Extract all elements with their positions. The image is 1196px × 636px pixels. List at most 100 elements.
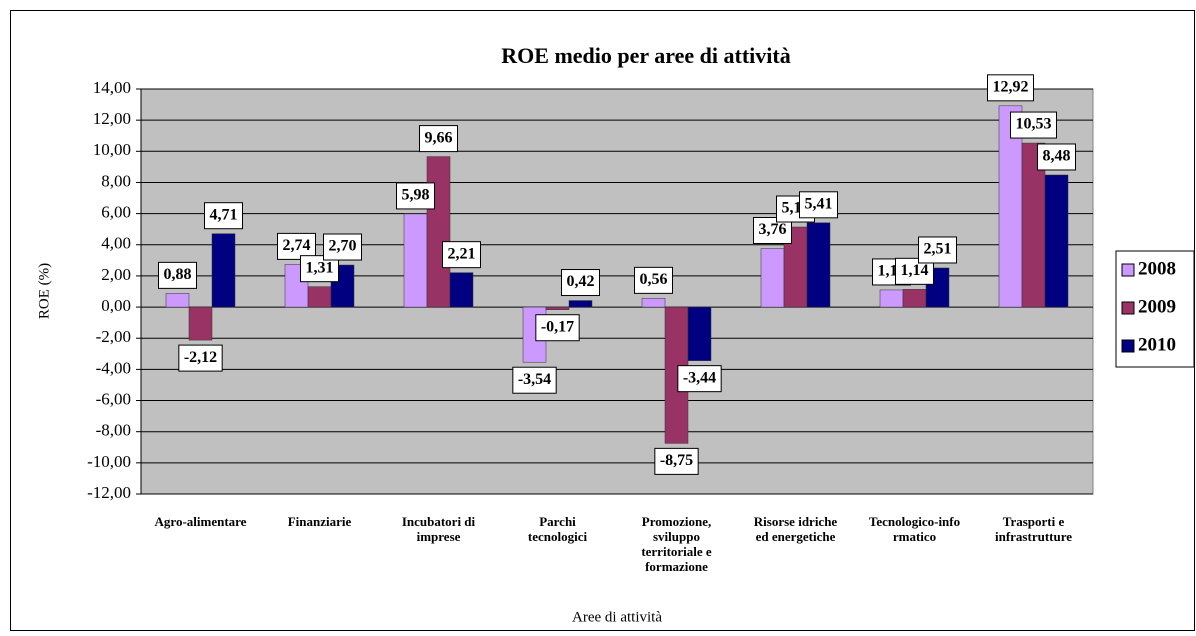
data-label-box [158, 261, 197, 289]
data-label-text: -3,44 [683, 369, 716, 386]
data-label: 4,71 [204, 202, 243, 230]
data-label-text: -2,12 [184, 349, 217, 366]
y-tick-label: 2,00 [101, 265, 131, 284]
bar [902, 289, 927, 308]
data-label: 1,31 [300, 255, 339, 283]
legend-swatch [1121, 339, 1135, 353]
x-tick-label: Tecnologico-info rmatico [869, 514, 960, 544]
data-label-text: 2,21 [448, 245, 476, 262]
y-tick-label: 10,00 [93, 140, 131, 159]
data-label-text: 0,42 [567, 273, 595, 290]
data-label-box [396, 182, 435, 210]
data-label-text: 8,48 [1043, 148, 1071, 165]
data-label-box [442, 241, 481, 269]
data-label: -0,17 [535, 314, 580, 342]
data-label-box [654, 447, 699, 475]
y-tick-label: -12,00 [87, 483, 131, 502]
x-tick-label: Incubatori di imprese [402, 514, 476, 544]
data-label-box [277, 232, 316, 260]
legend-swatch [1121, 301, 1135, 315]
x-tick-label: Parchi tecnologici [528, 514, 588, 544]
bar [568, 300, 593, 308]
data-label-text: 3,76 [759, 221, 787, 238]
data-label-box [512, 366, 557, 394]
y-tick-label: 0,00 [101, 296, 131, 315]
legend-label: 2008 [1138, 258, 1176, 279]
x-tick-label: Risorse idriche ed energetiche [754, 514, 838, 544]
data-label-text: 0,56 [640, 271, 668, 288]
data-label: -2,12 [178, 344, 223, 372]
bar [545, 306, 570, 310]
data-label-box [1010, 111, 1057, 139]
bar [403, 213, 428, 308]
data-label-text: 2,70 [329, 238, 357, 255]
data-label-box [1037, 143, 1076, 171]
data-label-box [799, 191, 838, 219]
data-label: 5,98 [396, 182, 435, 210]
data-label-box [204, 202, 243, 230]
x-axis-title: Aree di attività [572, 609, 662, 625]
data-label-box [634, 266, 673, 294]
data-label: 2,74 [277, 232, 316, 260]
data-label-box [419, 125, 458, 153]
data-label: -3,54 [512, 366, 557, 394]
y-tick-label: -6,00 [96, 389, 131, 408]
data-label-text: 10,53 [1016, 116, 1052, 133]
data-label-box [987, 74, 1034, 102]
bar [641, 298, 666, 308]
legend-label: 2010 [1138, 334, 1176, 355]
data-label: -8,75 [654, 447, 699, 475]
data-label: 12,92 [987, 74, 1034, 102]
data-label-text: 2,51 [924, 241, 952, 258]
y-tick-label: -4,00 [96, 358, 131, 377]
data-label-box [918, 236, 957, 264]
data-label: 8,48 [1037, 143, 1076, 171]
y-tick-label: -8,00 [96, 421, 131, 440]
legend-label: 2009 [1138, 296, 1176, 317]
data-label-text: 4,71 [210, 206, 238, 223]
bar [1044, 174, 1069, 308]
legend-swatch [1121, 263, 1135, 277]
bar [165, 293, 190, 308]
bar [760, 248, 785, 308]
y-axis-title: ROE (%) [36, 263, 52, 319]
chart-title: ROE medio per aree di attività [501, 43, 790, 68]
data-label-text: -3,54 [518, 371, 551, 388]
x-tick-label: Agro-alimentare [155, 514, 247, 529]
bar [687, 306, 712, 361]
bar [449, 272, 474, 308]
data-label-text: 12,92 [993, 78, 1029, 95]
bar [426, 156, 451, 308]
data-label: 9,66 [419, 125, 458, 153]
data-label: -3,44 [677, 365, 722, 393]
data-label-box [323, 233, 362, 261]
x-tick-label: Promozione, sviluppo territoriale e formazi… [641, 514, 712, 574]
data-label: 2,21 [442, 241, 481, 269]
data-label: 5,41 [799, 191, 838, 219]
data-label-box [300, 255, 339, 283]
y-tick-label: 8,00 [101, 171, 131, 190]
data-label: 0,56 [634, 266, 673, 294]
data-label-text: 1,31 [306, 259, 334, 276]
data-label: 2,70 [323, 233, 362, 261]
data-label-text: 2,74 [283, 237, 311, 254]
legend: 2008 2009 2010 [1115, 250, 1195, 368]
data-label-text: 5,98 [402, 187, 430, 204]
y-tick-label: 4,00 [101, 234, 131, 253]
data-label-text: 9,66 [425, 129, 453, 146]
bar [806, 222, 831, 308]
data-label-text: 0,88 [164, 266, 192, 283]
data-label-box [178, 344, 223, 372]
data-label: 2,51 [918, 236, 957, 264]
y-tick-label: 14,00 [93, 78, 131, 97]
bar [211, 233, 236, 308]
y-tick-label: 6,00 [101, 203, 131, 222]
data-label-text: 1,14 [901, 262, 929, 279]
data-label: 0,42 [561, 269, 600, 297]
bar [879, 289, 904, 308]
data-label-text: -8,75 [660, 452, 693, 469]
data-label-text: -0,17 [541, 318, 574, 335]
x-tick-label: Trasporti e infrastrutture [995, 514, 1072, 544]
